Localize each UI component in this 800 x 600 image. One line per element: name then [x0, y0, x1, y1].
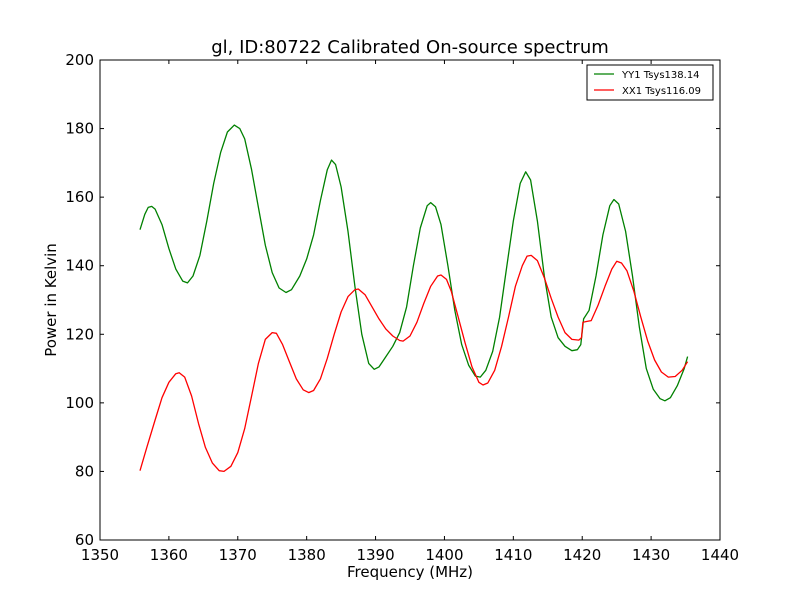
tick-layer: 1350 1360 1370 1380 1390 1400 1410 1420 1430 1440…	[65, 51, 739, 564]
legend-label-yy1: YY1 Tsys138.14	[621, 70, 700, 81]
x-tick-label: 1380	[288, 546, 326, 564]
x-tick-label: 1410	[494, 546, 532, 564]
x-tick-label: 1420	[563, 546, 601, 564]
x-tick-label: 1390	[356, 546, 394, 564]
legend-label-xx1: XX1 Tsys116.09	[622, 86, 701, 97]
legend: YY1 Tsys138.14 XX1 Tsys116.09	[586, 64, 714, 101]
x-tick-label: 1370	[219, 546, 257, 564]
x-axis-title: Frequency (MHz)	[347, 563, 473, 581]
legend-box	[586, 64, 714, 101]
y-tick-label: 180	[65, 120, 94, 138]
y-tick-label: 100	[65, 394, 94, 412]
x-tick-label: 1360	[150, 546, 188, 564]
y-axis-title: Power in Kelvin	[42, 243, 60, 357]
y-tick-label: 160	[65, 188, 94, 206]
plot-frame	[99, 59, 721, 541]
y-tick-label: 140	[65, 257, 94, 275]
x-tick-label: 1430	[632, 546, 670, 564]
y-tick-label: 80	[75, 462, 94, 480]
x-tick-label: 1440	[701, 546, 739, 564]
chart-title: gl, ID:80722 Calibrated On-source spectr…	[211, 37, 609, 58]
y-tick-label: 60	[75, 531, 94, 549]
x-tick-label: 1400	[425, 546, 463, 564]
series-layer	[139, 124, 689, 473]
x-tick-label: 1350	[81, 546, 119, 564]
series-line-yy1	[139, 124, 689, 402]
y-tick-label: 120	[65, 325, 94, 343]
series-line-xx1	[139, 254, 689, 473]
y-tick-label: 200	[65, 51, 94, 69]
